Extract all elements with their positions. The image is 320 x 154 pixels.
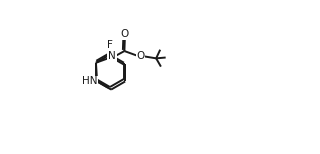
Text: O: O bbox=[121, 29, 129, 39]
Text: N: N bbox=[108, 51, 116, 61]
Text: O: O bbox=[136, 51, 145, 61]
Text: HN: HN bbox=[82, 77, 97, 87]
Text: F: F bbox=[107, 40, 113, 50]
